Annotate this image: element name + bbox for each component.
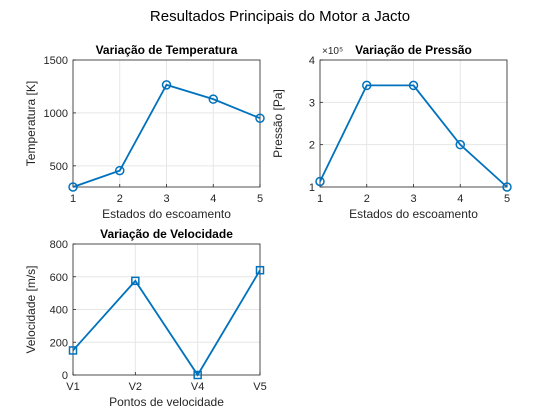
y-tick-label: 3 [309, 97, 315, 109]
y-tick-label: 400 [50, 305, 68, 317]
data-point [362, 80, 372, 91]
plot-title: Variação de Temperatura [96, 43, 238, 57]
data-point [68, 182, 78, 192]
data-point [193, 370, 202, 380]
x-tick-label: V5 [253, 381, 266, 393]
figure-title: Resultados Principais do Motor a Jacto [149, 8, 411, 25]
x-axis-label: Pontos de velocidade [109, 395, 224, 409]
x-tick-label: V4 [191, 381, 204, 393]
y-exponent-label: ×10⁵ [322, 46, 343, 57]
y-tick-label: 1500 [44, 55, 68, 67]
x-tick-label: V2 [129, 381, 142, 393]
x-tick-label: 3 [163, 193, 169, 205]
data-point [208, 94, 218, 104]
data-point [115, 165, 125, 176]
x-tick-label: 1 [317, 193, 323, 205]
series-line [72, 83, 261, 188]
data-point [161, 80, 172, 90]
y-tick-label: 800 [50, 239, 68, 251]
x-tick-label: 2 [364, 193, 370, 205]
series-line [319, 84, 508, 188]
series-line [72, 269, 261, 377]
y-tick-label: 1000 [44, 108, 68, 120]
data-point [131, 276, 140, 286]
y-tick-label: 4 [309, 55, 315, 67]
x-tick-label: 5 [257, 193, 263, 205]
data-point [255, 265, 265, 275]
y-axis-label: Pressão [Pa] [271, 89, 285, 158]
x-tick-label: 4 [210, 193, 216, 205]
data-point [502, 182, 512, 192]
x-tick-label: 1 [70, 193, 76, 205]
plot-title: Variação de Pressão [355, 43, 472, 57]
y-tick-label: 2 [309, 140, 315, 152]
y-axis-label: Temperatura [K] [24, 81, 38, 166]
plot-title: Variação de Velocidade [100, 227, 233, 241]
y-tick-label: 200 [50, 337, 68, 349]
y-axis-label: Velocidade [m/s] [24, 265, 38, 353]
x-tick-label: 2 [117, 193, 123, 205]
data-point [315, 176, 325, 187]
data-point [255, 113, 265, 123]
x-axis-label: Estados do escoamento [349, 207, 478, 221]
data-point [455, 139, 465, 150]
y-tick-label: 0 [62, 370, 68, 382]
x-tick-label: 3 [410, 193, 416, 205]
x-tick-label: 4 [457, 193, 463, 205]
data-point [408, 80, 419, 91]
x-axis-label: Estados do escoamento [102, 207, 231, 221]
y-tick-label: 1 [309, 182, 315, 194]
data-point [68, 346, 78, 355]
x-tick-label: 5 [504, 193, 510, 205]
y-tick-label: 600 [50, 272, 68, 284]
y-tick-label: 500 [50, 161, 68, 173]
x-tick-label: V1 [66, 381, 79, 393]
